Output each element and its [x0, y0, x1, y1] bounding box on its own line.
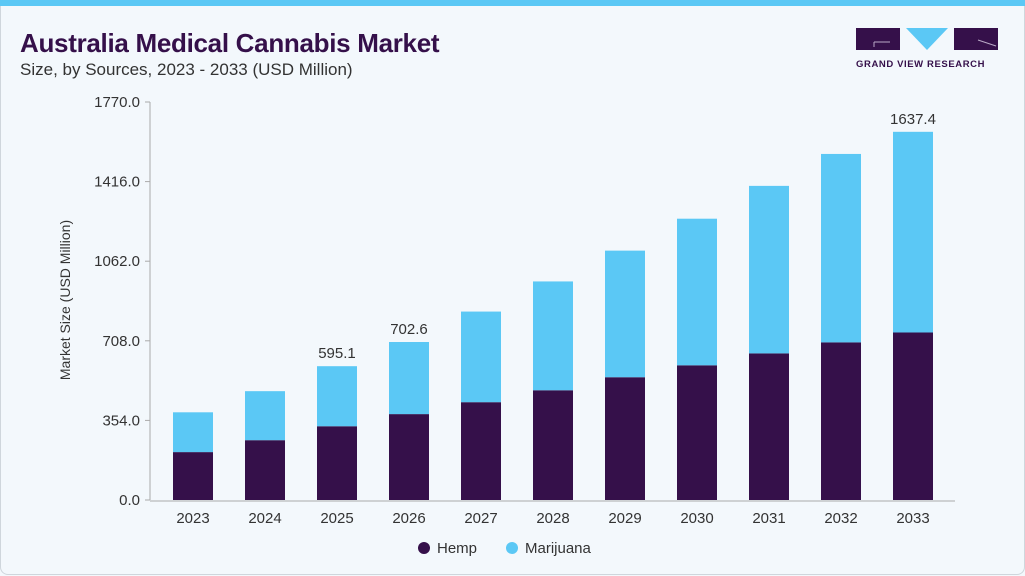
bar-hemp-2033 — [893, 332, 933, 500]
bar-marijuana-2025 — [317, 366, 357, 427]
x-tick-label: 2024 — [248, 510, 281, 527]
x-tick-label: 2032 — [824, 510, 857, 527]
x-tick-label: 2033 — [896, 510, 929, 527]
x-tick-label: 2023 — [176, 510, 209, 527]
bar-marijuana-2023 — [173, 412, 213, 453]
bar-hemp-2027 — [461, 402, 501, 500]
y-tick-label: 1062.0 — [94, 253, 140, 270]
chart-title: Australia Medical Cannabis Market — [20, 28, 440, 58]
bar-marijuana-2033 — [893, 131, 933, 333]
bar-hemp-2028 — [533, 390, 573, 500]
x-tick-label: 2025 — [320, 510, 353, 527]
bar-hemp-2025 — [317, 426, 357, 500]
data-label-2026: 702.6 — [390, 321, 428, 338]
bar-hemp-2030 — [677, 365, 717, 500]
bar-marijuana-2027 — [461, 311, 501, 403]
legend-marker-hemp — [418, 542, 430, 554]
legend-label-hemp: Hemp — [437, 540, 477, 557]
y-tick-label: 708.0 — [102, 333, 140, 350]
legend-marker-marijuana — [506, 542, 518, 554]
bar-marijuana-2031 — [749, 185, 789, 354]
y-tick-label: 354.0 — [102, 412, 140, 429]
bar-hemp-2032 — [821, 342, 861, 500]
top-accent-bar — [0, 0, 1025, 6]
y-axis-label: Market Size (USD Million) — [57, 220, 73, 380]
bar-hemp-2023 — [173, 452, 213, 500]
y-tick-label: 1770.0 — [94, 94, 140, 111]
x-tick-label: 2029 — [608, 510, 641, 527]
bar-marijuana-2028 — [533, 281, 573, 391]
y-tick-label: 0.0 — [119, 492, 140, 509]
data-label-2033: 1637.4 — [890, 111, 936, 128]
legend-label-marijuana: Marijuana — [525, 540, 592, 557]
bar-marijuana-2032 — [821, 153, 861, 343]
bar-hemp-2029 — [605, 377, 645, 500]
x-tick-label: 2026 — [392, 510, 425, 527]
bar-marijuana-2024 — [245, 391, 285, 441]
chart-subtitle: Size, by Sources, 2023 - 2033 (USD Milli… — [20, 60, 353, 79]
grand-view-research-logo — [856, 28, 998, 50]
data-label-2025: 595.1 — [318, 345, 356, 362]
bar-marijuana-2026 — [389, 342, 429, 415]
x-tick-label: 2028 — [536, 510, 569, 527]
x-tick-label: 2027 — [464, 510, 497, 527]
bar-marijuana-2030 — [677, 218, 717, 366]
x-tick-label: 2030 — [680, 510, 713, 527]
bar-hemp-2026 — [389, 414, 429, 500]
x-tick-label: 2031 — [752, 510, 785, 527]
logo-text: GRAND VIEW RESEARCH — [856, 59, 986, 70]
bar-marijuana-2029 — [605, 250, 645, 378]
y-tick-label: 1416.0 — [94, 174, 140, 191]
bar-hemp-2031 — [749, 353, 789, 500]
bar-hemp-2024 — [245, 440, 285, 500]
